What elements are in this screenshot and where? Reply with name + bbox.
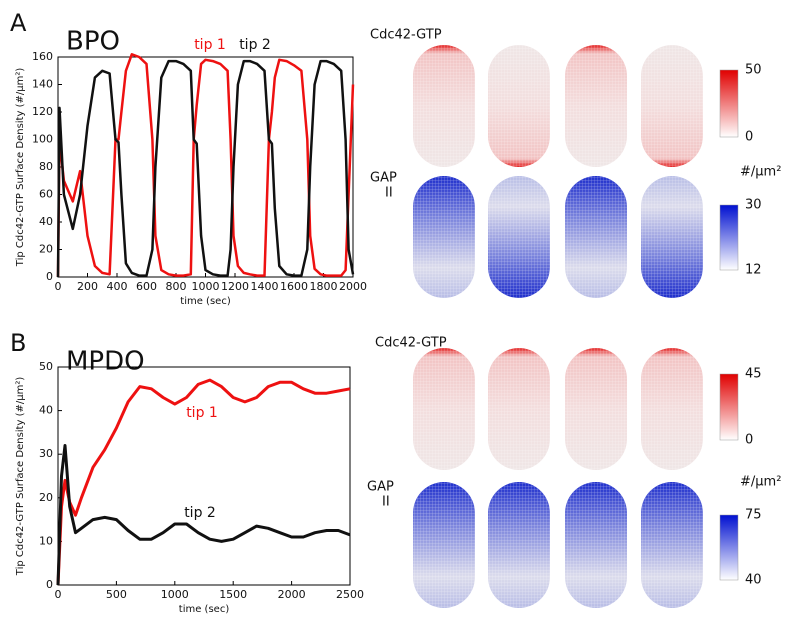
colorbar-min: 12: [745, 263, 762, 278]
y-tick-label: 50: [39, 360, 53, 373]
x-tick-label: 500: [106, 588, 127, 601]
colorbar-max: 30: [745, 198, 762, 213]
cell-mesh: [565, 176, 627, 298]
cell-mesh: [641, 176, 703, 298]
cell-mesh: [488, 176, 550, 298]
y-tick-label: 0: [46, 270, 53, 283]
x-axis-label: time (sec): [180, 296, 231, 307]
series-line: [56, 53, 355, 278]
y-tick-label: 40: [39, 215, 53, 228]
y-tick-label: 30: [39, 447, 53, 460]
cell-mesh: [641, 348, 703, 470]
legend-label: tip 2: [239, 37, 271, 53]
y-tick-label: 20: [39, 243, 53, 256]
heatmap-label: Cdc42-GTP: [375, 336, 447, 351]
x-tick-label: 1000: [192, 280, 220, 293]
x-tick-label: 2500: [336, 588, 364, 601]
cell-mesh: [413, 45, 475, 167]
heatmap-subscript: II: [382, 495, 390, 510]
x-tick-label: 1000: [161, 588, 189, 601]
y-tick-label: 120: [32, 105, 53, 118]
cell-mesh: [565, 348, 627, 470]
x-tick-label: 600: [136, 280, 157, 293]
heatmap-subscript: II: [385, 186, 393, 201]
y-axis-label: Tip Cdc42-GTP Surface Density (#/μm²): [15, 377, 26, 577]
cell-mesh: [641, 45, 703, 167]
cell-mesh: [413, 482, 475, 608]
cell-mesh: [413, 348, 475, 470]
y-tick-label: 80: [39, 160, 53, 173]
colorbar-min: 40: [745, 573, 762, 588]
colorbar-max: 45: [745, 367, 762, 382]
cell-mesh: [641, 482, 703, 608]
x-tick-label: 0: [55, 280, 62, 293]
chart-title: BPO: [66, 27, 120, 57]
x-tick-label: 1500: [219, 588, 247, 601]
cell-mesh: [488, 45, 550, 167]
x-tick-label: 200: [77, 280, 98, 293]
heatmap-label: GAP: [367, 480, 394, 495]
x-tick-label: 400: [107, 280, 128, 293]
y-tick-label: 40: [39, 404, 53, 417]
colorbar: [719, 373, 739, 441]
colorbar-min: 0: [745, 130, 753, 145]
plot-frame: [57, 366, 351, 586]
y-tick-label: 0: [46, 578, 53, 591]
y-tick-label: 10: [39, 534, 53, 547]
series-line: [56, 444, 351, 586]
y-tick-label: 140: [32, 78, 53, 91]
colorbar-max: 75: [745, 508, 762, 523]
x-tick-label: 1800: [310, 280, 338, 293]
legend-label: tip 1: [186, 405, 218, 421]
cell-mesh: [565, 45, 627, 167]
colorbar: [719, 204, 739, 271]
cell-mesh: [488, 348, 550, 470]
x-axis-label: time (sec): [179, 604, 230, 615]
heatmap-label: GAP: [370, 171, 397, 186]
y-tick-label: 100: [32, 133, 53, 146]
y-tick-label: 20: [39, 491, 53, 504]
series-line: [56, 59, 355, 278]
legend-label: tip 2: [184, 505, 216, 521]
y-tick-label: 60: [39, 188, 53, 201]
x-tick-label: 2000: [339, 280, 367, 293]
cell-mesh: [488, 482, 550, 608]
x-tick-label: 1400: [251, 280, 279, 293]
colorbar-min: 0: [745, 433, 753, 448]
panel-label: B: [10, 329, 26, 357]
x-tick-label: 800: [166, 280, 187, 293]
colorbar: [719, 514, 739, 581]
series-line: [56, 378, 351, 586]
colorbar-unit: #/μm²: [740, 165, 781, 180]
cell-mesh: [413, 176, 475, 298]
panel-label: A: [10, 9, 27, 37]
x-tick-label: 0: [55, 588, 62, 601]
colorbar-max: 50: [745, 63, 762, 78]
colorbar: [719, 69, 739, 138]
legend-label: tip 1: [194, 37, 226, 53]
colorbar-unit: #/μm²: [740, 475, 781, 490]
x-tick-label: 1600: [280, 280, 308, 293]
y-axis-label: Tip Cdc42-GTP Surface Density (#/μm²): [15, 68, 26, 268]
chart-title: MPDO: [66, 347, 145, 377]
x-tick-label: 1200: [221, 280, 249, 293]
heatmap-label: Cdc42-GTP: [370, 28, 442, 43]
x-tick-label: 2000: [278, 588, 306, 601]
y-tick-label: 160: [32, 50, 53, 63]
cell-mesh: [565, 482, 627, 608]
